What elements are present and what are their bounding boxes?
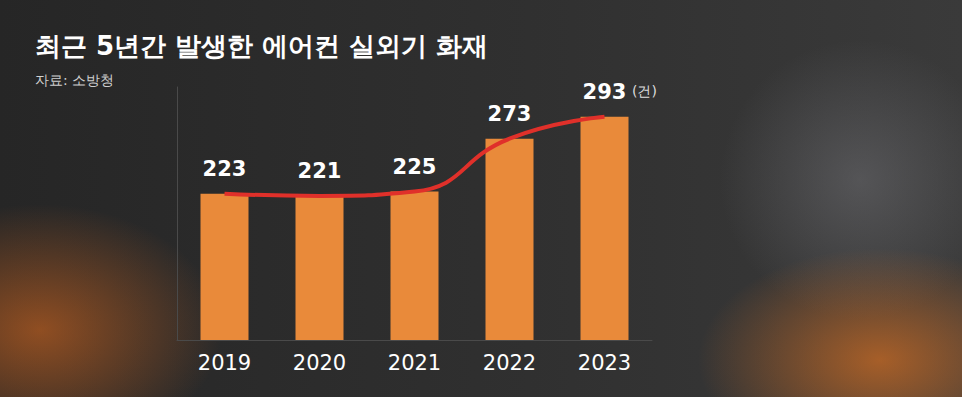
svg-text:2022: 2022 [483, 351, 536, 375]
svg-text:(건): (건) [632, 83, 657, 99]
svg-text:자료: 소방청: 자료: 소방청 [35, 72, 114, 88]
svg-text:293: 293 [583, 80, 627, 104]
svg-text:221: 221 [298, 159, 342, 183]
svg-text:273: 273 [488, 102, 532, 126]
svg-text:223: 223 [203, 157, 247, 181]
svg-text:최근 5년간 발생한 에어컨 실외기 화재: 최근 5년간 발생한 에어컨 실외기 화재 [35, 31, 488, 61]
svg-text:2019: 2019 [198, 351, 251, 375]
svg-text:2021: 2021 [388, 351, 441, 375]
svg-text:2023: 2023 [578, 351, 631, 375]
svg-text:2020: 2020 [293, 351, 346, 375]
svg-text:225: 225 [393, 155, 437, 179]
